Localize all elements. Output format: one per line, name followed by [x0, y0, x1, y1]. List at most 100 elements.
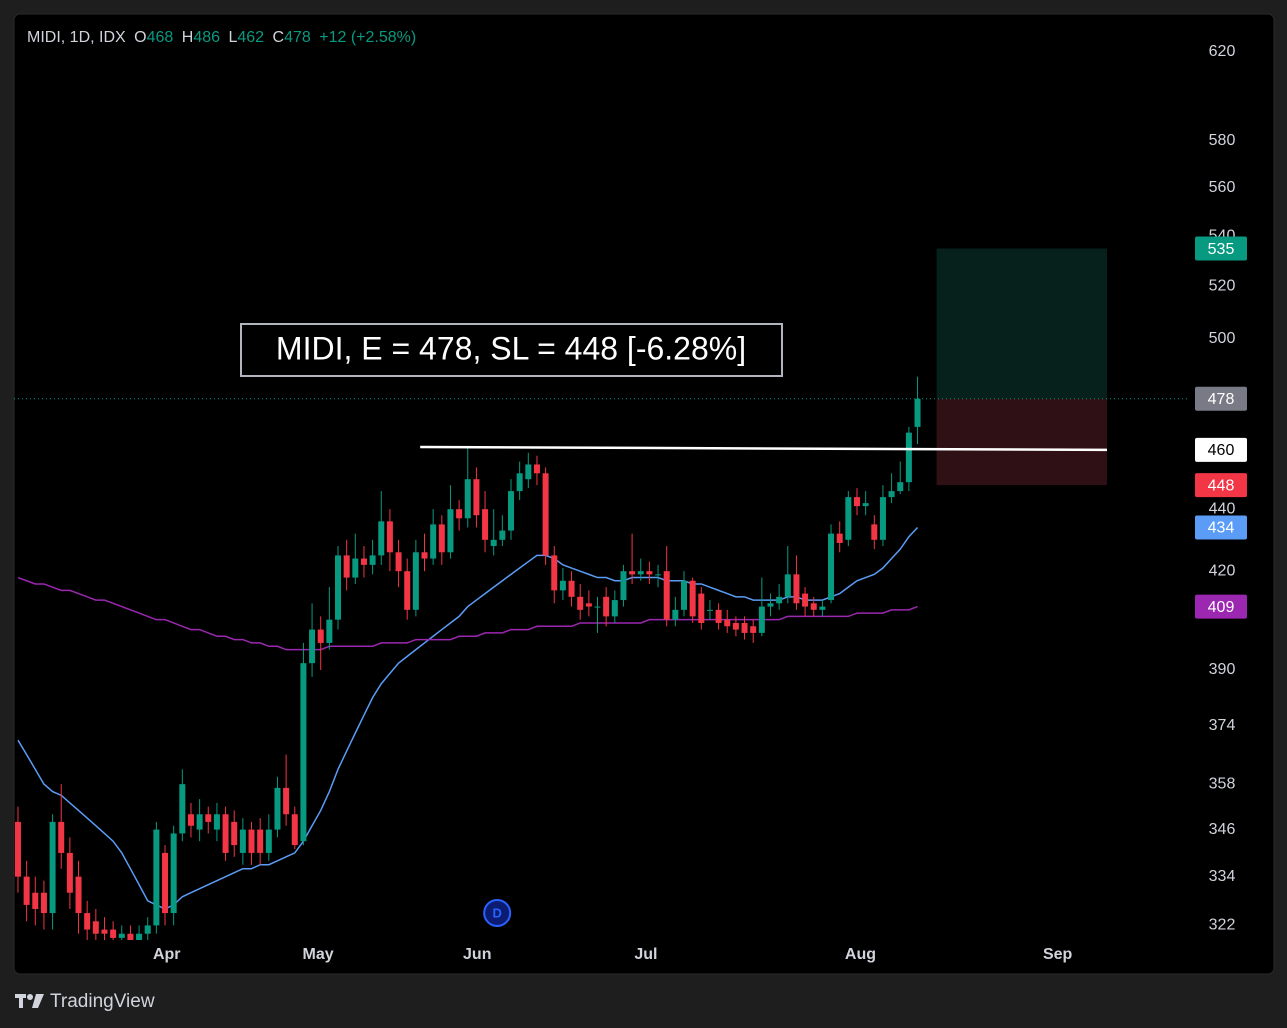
- candle-body: [724, 619, 731, 627]
- candle-body: [741, 622, 748, 633]
- y-tick-label: 520: [1209, 278, 1236, 295]
- candle-body: [456, 509, 463, 519]
- stop-zone: [936, 398, 1107, 486]
- candle-body: [110, 929, 117, 938]
- candle-body: [680, 580, 687, 610]
- candle-body: [836, 533, 843, 543]
- candle-body: [853, 497, 860, 507]
- change: +12 (+2.58%): [319, 29, 416, 46]
- candle-body: [577, 596, 584, 610]
- candle-body: [231, 821, 238, 846]
- candle-body: [274, 787, 281, 830]
- candle-body: [352, 558, 359, 578]
- candle-body: [335, 555, 342, 620]
- candle-body: [802, 593, 809, 607]
- candle-body: [153, 829, 160, 926]
- low-value: 462: [237, 29, 264, 46]
- candle-body: [317, 629, 324, 643]
- candle-body: [784, 574, 791, 597]
- candle-body: [603, 596, 610, 617]
- candle-body: [438, 524, 445, 553]
- candle-body: [92, 921, 99, 934]
- candle-body: [14, 821, 21, 877]
- y-tick-label: 580: [1209, 132, 1236, 149]
- price-badge: [1195, 386, 1247, 411]
- price-badge-label: 478: [1208, 391, 1235, 408]
- candle-body: [222, 814, 229, 853]
- y-tick-label: 390: [1209, 661, 1236, 678]
- chart-panel: [13, 13, 1275, 975]
- close-label: C: [273, 29, 285, 46]
- y-tick-label: 322: [1209, 917, 1236, 934]
- y-tick-label: 346: [1209, 821, 1236, 838]
- candle-body: [706, 609, 713, 611]
- candle-body: [482, 509, 489, 540]
- candle-body: [343, 555, 350, 578]
- candle-body: [914, 398, 921, 427]
- candle-body: [594, 606, 601, 608]
- candle-body: [291, 814, 298, 846]
- candle-body: [101, 929, 108, 934]
- candle-body: [179, 784, 186, 834]
- candle-body: [845, 497, 852, 540]
- candle-body: [897, 482, 904, 492]
- candle-body: [205, 814, 212, 822]
- candle-body: [646, 571, 653, 575]
- candle-body: [213, 814, 220, 830]
- x-tick-label: Jul: [634, 946, 657, 963]
- high-value: 486: [193, 29, 220, 46]
- candle-body: [862, 503, 869, 507]
- candle-body: [326, 619, 333, 643]
- candle-body: [136, 933, 143, 940]
- candle-body: [32, 892, 39, 909]
- candle-body: [84, 913, 91, 930]
- price-badge: [1195, 236, 1247, 261]
- close-value: 478: [284, 29, 311, 46]
- price-badge: [1195, 473, 1247, 498]
- candle-body: [473, 479, 480, 516]
- plot-area: [14, 248, 1190, 940]
- candle-body: [533, 464, 540, 474]
- candle-body: [360, 558, 367, 565]
- moving-average-line: [17, 576, 918, 651]
- candle-body: [412, 552, 419, 610]
- candle-body: [58, 821, 65, 853]
- brand: TradingView: [50, 991, 155, 1012]
- high-label: H: [182, 29, 194, 46]
- candle-body: [508, 491, 515, 531]
- candle-body: [464, 479, 471, 519]
- price-badge: [1195, 437, 1247, 462]
- x-tick-label: Jun: [463, 946, 491, 963]
- candle-body: [767, 603, 774, 607]
- candle-body: [369, 555, 376, 565]
- candle-body: [629, 571, 636, 575]
- candle-body: [516, 473, 523, 492]
- candle-body: [793, 574, 800, 604]
- candle-body: [421, 552, 428, 559]
- candle-body: [127, 933, 134, 940]
- trendline: [420, 445, 1107, 452]
- x-tick-label: Apr: [153, 946, 181, 963]
- candle-body: [187, 814, 194, 826]
- price-badge-label: 448: [1208, 477, 1235, 494]
- candle-body: [248, 829, 255, 853]
- annotation: MIDI, E = 478, SL = 448 [-6.28%]: [276, 330, 746, 366]
- candle-body: [819, 606, 826, 610]
- x-tick-label: May: [303, 946, 334, 963]
- candle-body: [672, 609, 679, 620]
- candle-body: [776, 596, 783, 604]
- y-tick-label: 358: [1209, 775, 1236, 792]
- candle-body: [378, 521, 385, 556]
- candle-body: [490, 539, 497, 547]
- annotation-box: [240, 323, 783, 377]
- candle-body: [525, 464, 532, 480]
- candle-body: [265, 829, 272, 853]
- candle-body: [637, 571, 644, 575]
- candle-body: [871, 524, 878, 540]
- candle-body: [257, 829, 264, 853]
- y-tick-label: 440: [1209, 500, 1236, 517]
- brand-logo: [15, 994, 44, 1008]
- candle-body: [905, 432, 912, 483]
- y-tick-label: 374: [1209, 717, 1236, 734]
